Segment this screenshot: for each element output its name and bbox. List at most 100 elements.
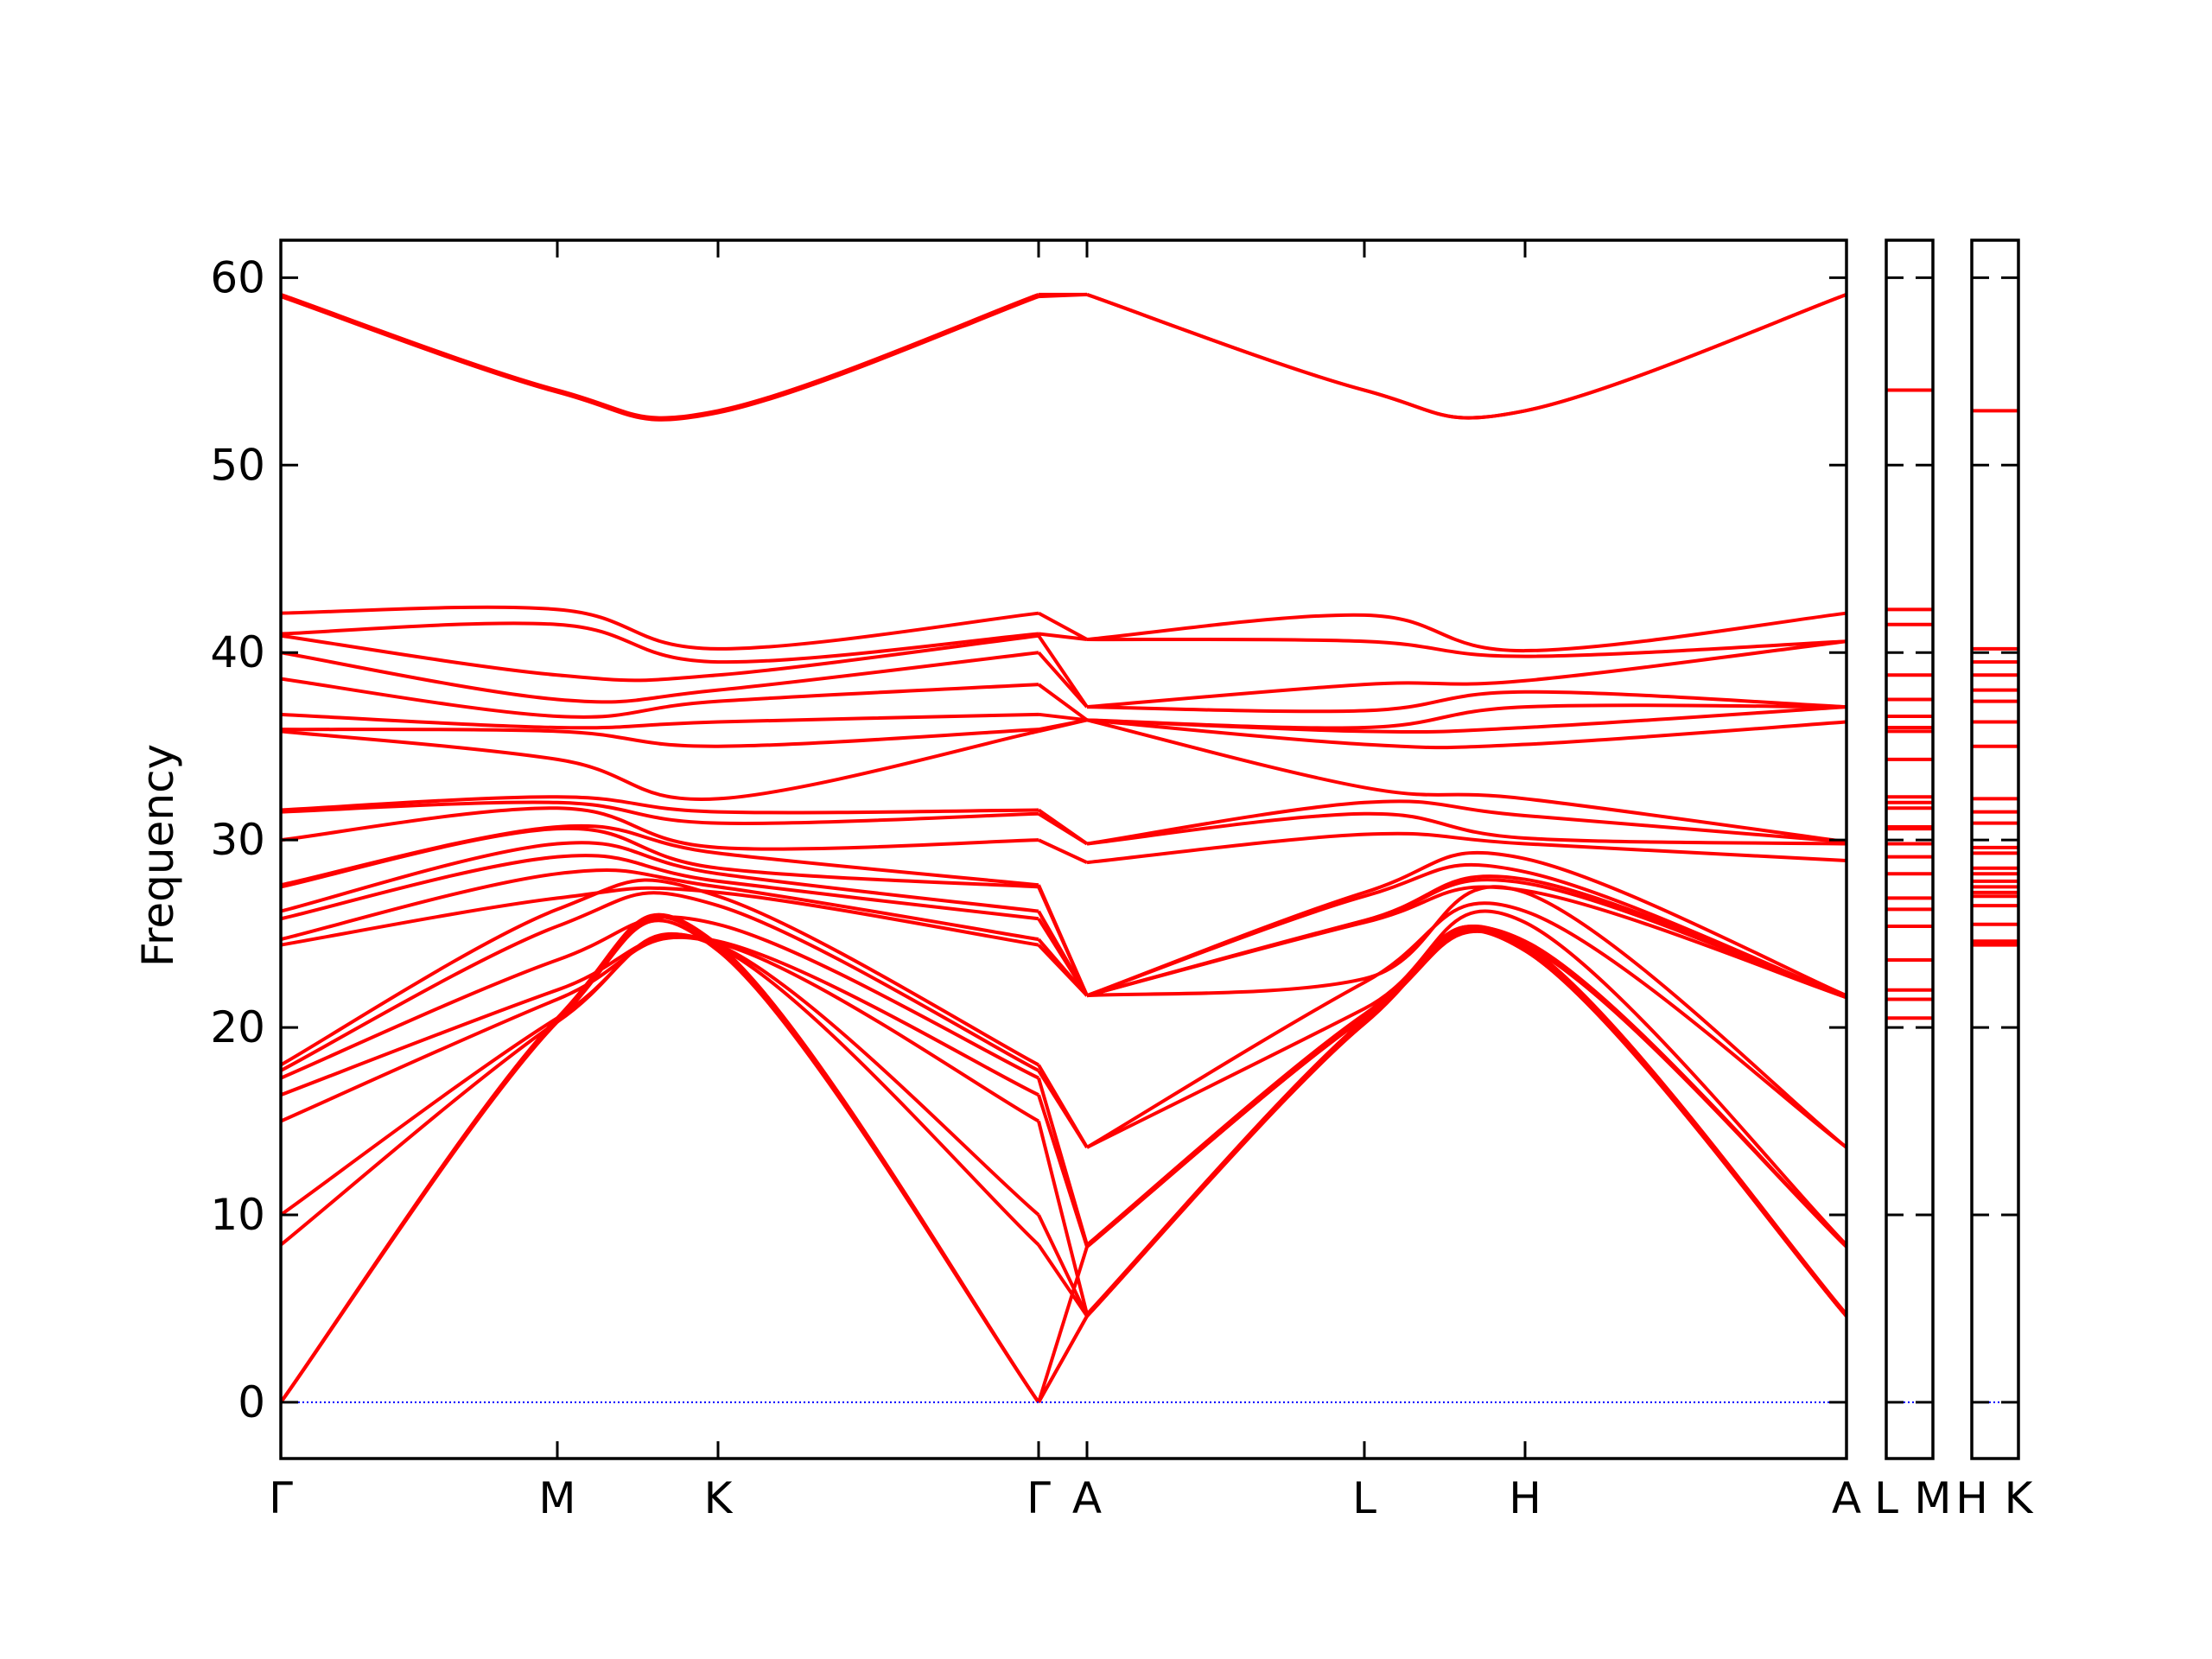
x-tick-label-main-3: Γ <box>1027 1473 1051 1523</box>
axes-frame-0 <box>279 238 1848 1460</box>
main-bands-group <box>279 292 1848 1404</box>
band-line-18-seg-2 <box>1086 885 1848 1149</box>
band-line-12-seg-1 <box>1038 838 1088 864</box>
band-line-6-seg-1 <box>1037 683 1089 721</box>
band-line-19-seg-0 <box>280 878 1039 1067</box>
band-line-25-seg-2 <box>1085 928 1848 1318</box>
band-line-5-seg-2 <box>1086 690 1847 714</box>
band-line-20-seg-2 <box>1086 909 1848 1247</box>
band-line-2-seg-2 <box>1086 611 1847 653</box>
band-line-9-seg-2 <box>1086 718 1847 844</box>
band-line-1-seg-1 <box>1038 292 1088 299</box>
x-tick-label-main-6: H <box>1509 1473 1541 1523</box>
y-tick-label-1: 10 <box>210 1190 265 1240</box>
band-line-3-seg-1 <box>1038 632 1088 642</box>
y-tick-label-4: 40 <box>210 627 265 677</box>
axes-frame-1 <box>1885 238 1935 1460</box>
y-tick-label-6: 60 <box>210 252 265 302</box>
band-line-20-seg-1 <box>1037 1069 1089 1148</box>
x-tick-label-main-2: K <box>704 1473 734 1523</box>
band-line-2-seg-0 <box>280 605 1039 651</box>
band-line-7-seg-1 <box>1038 712 1088 722</box>
band-line-13-seg-2 <box>1086 850 1847 998</box>
band-line-28-seg-0 <box>279 912 1040 1404</box>
band-line-8-seg-2 <box>1086 718 1847 750</box>
y-tick-label-0: 0 <box>238 1377 265 1427</box>
band-line-16-seg-2 <box>1086 878 1847 1000</box>
x-tick-label-panel3-1: K <box>2005 1473 2034 1523</box>
band-line-9-seg-0 <box>280 729 1039 802</box>
band-line-10-seg-0 <box>280 795 1039 815</box>
band-line-0-seg-2 <box>1086 293 1847 420</box>
x-tick-label-panel2-0: L <box>1874 1473 1898 1523</box>
band-line-6-seg-0 <box>280 677 1039 719</box>
x-tick-label-main-0: Γ <box>269 1473 293 1523</box>
band-line-26-seg-2 <box>1085 928 1848 1318</box>
band-line-16-seg-1 <box>1037 918 1089 997</box>
x-tick-label-panel2-1: M <box>1914 1473 1951 1523</box>
band-line-10-seg-2 <box>1086 799 1847 846</box>
band-line-19-seg-2 <box>1085 901 1848 1149</box>
band-line-27-seg-0 <box>279 915 1040 1404</box>
axes-frame-2 <box>1970 238 2020 1460</box>
band-line-23-seg-2 <box>1085 925 1848 1318</box>
band-line-7-seg-0 <box>280 712 1039 730</box>
band-line-24-seg-2 <box>1085 926 1848 1318</box>
band-line-14-seg-1 <box>1037 886 1089 997</box>
x-tick-label-main-4: A <box>1072 1473 1102 1523</box>
panel3-bands-group <box>1972 409 2018 947</box>
band-line-3-seg-0 <box>280 621 1039 664</box>
y-tick-label-3: 30 <box>210 815 265 865</box>
band-line-1-seg-0 <box>280 295 1039 422</box>
band-line-28-seg-2 <box>1085 929 1848 1249</box>
band-line-1-seg-2 <box>1086 293 1847 420</box>
band-line-22-seg-1 <box>1037 1094 1089 1248</box>
band-line-11-seg-1 <box>1037 812 1089 846</box>
band-line-23-seg-0 <box>280 935 1039 1123</box>
band-line-28-seg-1 <box>1037 1246 1089 1403</box>
band-line-2-seg-1 <box>1038 611 1088 641</box>
band-line-4-seg-2 <box>1086 639 1847 709</box>
band-line-20-seg-0 <box>280 891 1039 1072</box>
band-line-17-seg-2 <box>1086 885 1847 1000</box>
band-line-4-seg-1 <box>1037 634 1089 709</box>
band-line-0-seg-0 <box>280 293 1039 420</box>
x-tick-label-panel3-0: H <box>1955 1473 1988 1523</box>
band-line-11-seg-2 <box>1086 811 1847 846</box>
band-line-8-seg-0 <box>280 728 1039 748</box>
y-tick-label-5: 50 <box>210 440 265 490</box>
band-line-18-seg-1 <box>1037 944 1089 997</box>
band-line-9-seg-1 <box>1038 718 1088 734</box>
band-line-24-seg-1 <box>1037 1214 1089 1318</box>
band-line-16-seg-0 <box>280 854 1039 921</box>
band-line-4-seg-0 <box>280 633 1039 683</box>
band-line-27-seg-1 <box>1037 1315 1089 1403</box>
band-line-5-seg-1 <box>1037 651 1089 709</box>
band-line-25-seg-0 <box>279 931 1040 1247</box>
band-line-27-seg-2 <box>1085 925 1848 1318</box>
band-line-12-seg-2 <box>1086 831 1847 865</box>
ticks-group <box>281 240 2018 1459</box>
band-line-26-seg-0 <box>279 918 1040 1404</box>
x-tick-label-main-7: A <box>1832 1473 1861 1523</box>
y-axis-label: Frequency <box>133 744 183 967</box>
band-line-24-seg-0 <box>279 932 1040 1217</box>
band-line-17-seg-0 <box>280 868 1039 942</box>
band-line-14-seg-0 <box>280 826 1039 889</box>
band-line-18-seg-0 <box>280 886 1039 947</box>
band-line-21-seg-2 <box>1085 925 1848 1249</box>
band-line-15-seg-0 <box>280 841 1039 913</box>
band-line-3-seg-2 <box>1086 637 1847 658</box>
band-line-11-seg-0 <box>280 800 1039 825</box>
band-line-12-seg-0 <box>280 806 1039 851</box>
x-tick-label-main-5: L <box>1352 1473 1376 1523</box>
band-line-25-seg-1 <box>1037 1243 1089 1318</box>
band-line-23-seg-1 <box>1037 1121 1089 1315</box>
x-tick-label-main-1: M <box>538 1473 575 1523</box>
y-tick-label-2: 20 <box>210 1002 265 1052</box>
frames-group <box>279 238 2020 1460</box>
band-line-14-seg-2 <box>1086 862 1847 1000</box>
band-line-7-seg-2 <box>1086 705 1847 734</box>
